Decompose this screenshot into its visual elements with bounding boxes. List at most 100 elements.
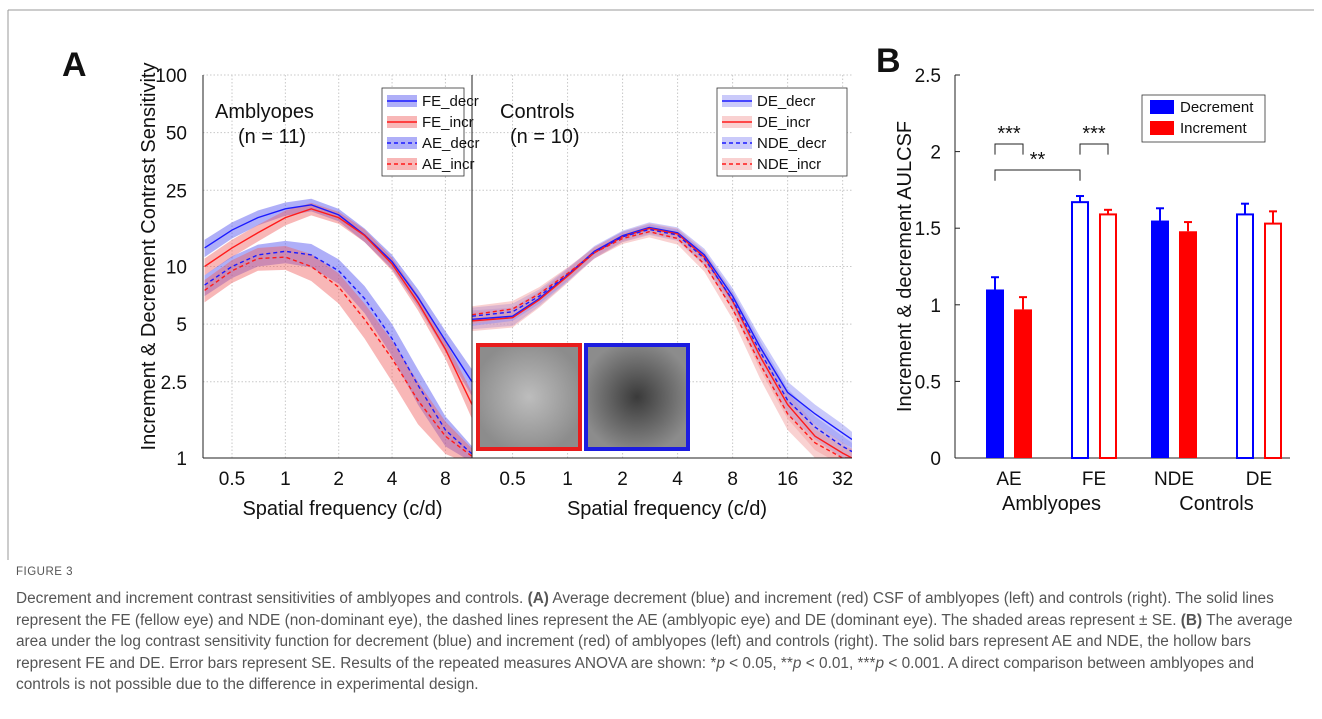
y-tick-label: 0.5 (915, 372, 941, 393)
x-tick-label: 1 (562, 469, 573, 490)
y-tick-label: 50 (166, 124, 187, 145)
x-axis-label: Spatial frequency (c/d) (242, 498, 442, 520)
panel-label: B (876, 42, 901, 80)
caption: Decrement and increment contrast sensiti… (16, 588, 1312, 696)
bar (1264, 222, 1282, 459)
legend-label: Increment (1180, 120, 1248, 137)
se-band (472, 223, 852, 458)
x-tick-label: DE (1246, 469, 1272, 490)
legend-swatch (1150, 100, 1174, 114)
x-tick-label: 32 (832, 469, 853, 490)
y-tick-label: 0 (930, 449, 941, 470)
legend-label: FE_decr (422, 93, 479, 110)
caption-text: The average area under the log contrast … (16, 611, 1293, 672)
bar (1179, 231, 1197, 458)
panel-label: A (62, 46, 87, 84)
annotation: (n = 10) (510, 126, 579, 148)
se-band (204, 202, 472, 419)
plot-area (472, 222, 852, 458)
series-line (204, 208, 472, 405)
y-tick-label: 100 (155, 66, 187, 87)
y-axis-label: Increment & decrement AULCSF (894, 121, 916, 412)
caption-text: (A) (527, 590, 549, 607)
caption-text: p (716, 654, 725, 672)
x-tick-label: AE (996, 469, 1021, 490)
series-line (472, 230, 852, 458)
se-band (204, 245, 472, 458)
caption-text: Average decrement (blue) and increment (… (16, 590, 1274, 629)
annotation: (n = 11) (238, 126, 306, 148)
bar (1071, 201, 1089, 459)
figure-label: FIGURE 3 (16, 566, 74, 578)
group-label: Amblyopes (1002, 493, 1101, 515)
legend-swatch (1150, 121, 1174, 135)
bar (1014, 309, 1032, 458)
y-tick-label: 2 (930, 143, 941, 164)
series-line (472, 226, 852, 441)
series-line (472, 228, 852, 453)
legend-label: NDE_decr (757, 135, 826, 152)
significance-bracket (994, 143, 1024, 155)
significance-bracket (1079, 143, 1109, 155)
stimulus-image (584, 343, 690, 451)
legend-box (716, 87, 848, 177)
plot-area (204, 198, 472, 458)
bar (1099, 213, 1117, 459)
significance-label: *** (997, 123, 1021, 145)
series-line (204, 250, 472, 455)
x-tick-label: 8 (440, 469, 451, 490)
stimulus-image (476, 343, 582, 451)
x-tick-label: 4 (672, 469, 683, 490)
x-tick-label: 0.5 (219, 469, 245, 490)
y-tick-label: 1 (176, 449, 187, 470)
x-tick-label: NDE (1154, 469, 1194, 490)
significance-label: *** (1082, 123, 1106, 145)
y-tick-label: 2.5 (161, 373, 187, 394)
series-line (204, 256, 472, 457)
x-tick-label: 4 (387, 469, 398, 490)
caption-text: Decrement and increment contrast sensiti… (16, 590, 528, 607)
se-band (472, 222, 852, 448)
y-tick-label: 10 (166, 258, 187, 279)
bar (1151, 220, 1169, 458)
caption-text: < 0.01, *** (801, 654, 876, 672)
y-tick-label: 1 (930, 296, 941, 317)
y-axis-label: Increment & Decrement Contrast Sensitivi… (138, 63, 160, 451)
x-tick-label: 2 (333, 469, 344, 490)
y-tick-label: 25 (166, 181, 187, 202)
significance-label: ** (1030, 149, 1046, 171)
se-band (204, 240, 472, 458)
x-tick-label: 0.5 (499, 469, 525, 490)
x-axis-label: Spatial frequency (c/d) (567, 498, 767, 520)
x-tick-label: FE (1082, 469, 1106, 490)
legend-label: DE_incr (757, 114, 810, 131)
legend-label: NDE_incr (757, 156, 821, 173)
x-tick-label: 16 (777, 469, 798, 490)
x-tick-label: 8 (727, 469, 738, 490)
legend-label: FE_incr (422, 114, 474, 131)
y-tick-label: 2.5 (915, 66, 941, 87)
caption-text: p (875, 654, 885, 672)
significance-bracket (994, 169, 1081, 181)
x-tick-label: 2 (617, 469, 628, 490)
caption-text: p (792, 654, 802, 672)
caption-text: < 0.001. A direct comparison between amb… (16, 654, 1255, 694)
y-tick-label: 1.5 (915, 219, 941, 240)
annotation: Amblyopes (215, 101, 314, 123)
series-line (204, 204, 472, 383)
legend-box (381, 87, 465, 177)
legend-label: AE_incr (422, 156, 475, 173)
series-line (472, 227, 852, 458)
caption-text: < 0.05, ** (724, 654, 793, 672)
x-tick-label: 1 (280, 469, 291, 490)
legend-label: Decrement (1180, 99, 1254, 116)
legend-label: AE_decr (422, 135, 480, 152)
bar (1236, 213, 1254, 459)
annotation: Controls (500, 101, 574, 123)
bar (986, 289, 1004, 458)
legend-label: DE_decr (757, 93, 815, 110)
group-label: Controls (1179, 493, 1253, 515)
y-tick-label: 5 (176, 315, 187, 336)
